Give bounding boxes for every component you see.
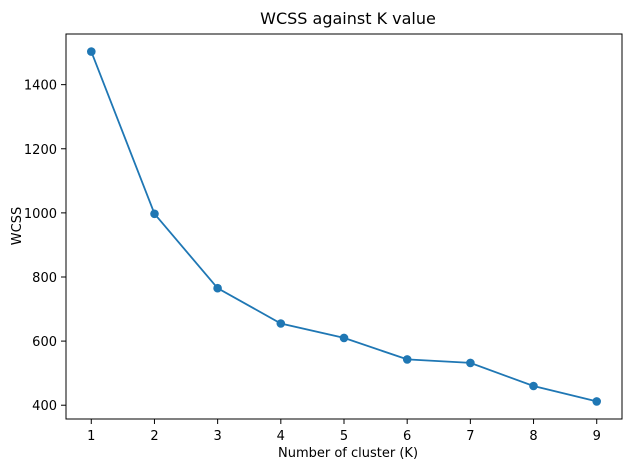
x-tick-label: 6 (403, 429, 411, 444)
data-point (213, 283, 222, 293)
y-tick-label: 800 (32, 271, 57, 286)
y-tick-label: 1000 (24, 207, 57, 222)
x-tick-label: 8 (529, 429, 537, 444)
data-point (150, 209, 159, 219)
y-tick-label: 1400 (24, 79, 57, 94)
y-tick-label: 600 (32, 335, 57, 350)
data-point (339, 333, 349, 343)
data-point (529, 381, 538, 391)
data-point (276, 319, 286, 328)
y-tick-label: 1200 (24, 143, 57, 158)
x-tick-label: 9 (593, 429, 601, 444)
y-axis-label: WCSS (10, 207, 25, 245)
x-tick-label: 7 (466, 429, 474, 444)
plot-frame (65, 33, 623, 420)
x-tick-label: 4 (277, 429, 285, 444)
data-point (402, 355, 412, 364)
x-tick-label: 3 (213, 429, 221, 444)
x-tick-label: 1 (87, 429, 95, 444)
data-point (87, 47, 96, 56)
chart-title: WCSS against K value (260, 9, 436, 28)
data-point (592, 397, 601, 406)
data-point (466, 358, 475, 368)
plot-area: 1 2 3 4 5 6 7 8 9 400 600 800 1000 1200 1400 (24, 33, 623, 444)
y-tick-label: 400 (32, 399, 57, 414)
x-tick-label: 2 (150, 429, 158, 444)
series-line (90, 51, 597, 403)
x-axis-label: Number of cluster (K) (278, 446, 418, 461)
x-tick-label: 5 (340, 429, 348, 444)
